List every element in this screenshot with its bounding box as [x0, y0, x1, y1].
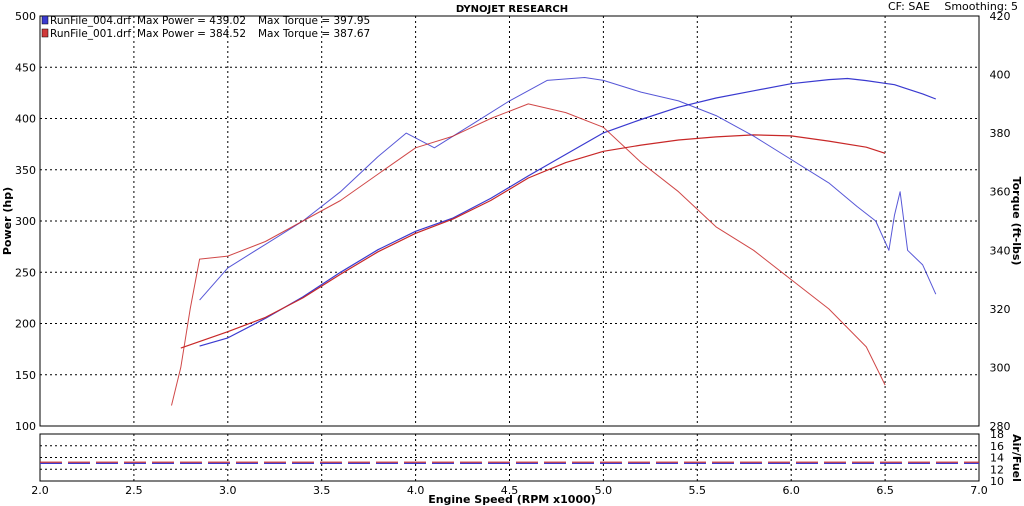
x-tick-label: 6.5 — [876, 484, 894, 497]
legend-power-run001: Max Power = 384.52 — [137, 28, 246, 40]
y-tick-label-torque: 400 — [990, 69, 1011, 82]
legend-swatch-run001 — [41, 28, 49, 38]
y-tick-label-power: 250 — [15, 266, 36, 279]
y-tick-label-afr: 18 — [990, 428, 1004, 441]
y-axis-label-torque: Torque (ft-lbs) — [1010, 177, 1023, 266]
smoothing-label: Smoothing: 5 — [944, 0, 1018, 13]
y-tick-label-power: 150 — [15, 369, 36, 382]
x-tick-label: 5.5 — [689, 484, 707, 497]
x-tick-label: 4.5 — [501, 484, 519, 497]
y-tick-label-torque: 340 — [990, 244, 1011, 257]
y-tick-label-power: 100 — [15, 420, 36, 433]
legend-power-run004: Max Power = 439.02 — [137, 15, 246, 27]
y-tick-label-power: 400 — [15, 113, 36, 126]
y-axis-label-afr: Air/Fuel — [1010, 434, 1023, 482]
y-tick-label-power: 500 — [15, 10, 36, 23]
x-tick-label: 3.5 — [313, 484, 331, 497]
series-line-power-runfile_004 — [199, 77, 937, 347]
legend: RunFile_004.drf Max Power = 439.02 Max T… — [41, 15, 370, 40]
y-tick-label-torque: 280 — [990, 420, 1011, 433]
y-tick-label-torque: 320 — [990, 303, 1011, 316]
legend-file-run004: RunFile_004.drf — [50, 15, 131, 27]
y-tick-label-torque: 380 — [990, 127, 1011, 140]
y-tick-label-power: 200 — [15, 318, 36, 331]
chart-title: DYNOJET RESEARCH — [456, 4, 568, 15]
cf-label: CF: SAE — [888, 0, 930, 13]
x-tick-label: 4.0 — [407, 484, 425, 497]
main-grid: 100 150 200 250 300 350 400 450 500 280 300 320 340 3… — [15, 10, 1011, 433]
y-tick-label-power: 450 — [15, 61, 36, 74]
afr-series — [40, 461, 979, 464]
main-series — [171, 77, 937, 406]
y-tick-label-torque: 360 — [990, 186, 1011, 199]
legend-swatch-run004 — [41, 15, 49, 25]
y-tick-label-afr: 10 — [990, 475, 1004, 488]
series-line-torque-runfile_001 — [171, 103, 886, 406]
y-tick-label-power: 350 — [15, 164, 36, 177]
x-axis-label: Engine Speed (RPM x1000) — [428, 493, 596, 506]
legend-torque-run004: Max Torque = 397.95 — [258, 15, 370, 27]
legend-file-run001: RunFile_001.drf — [50, 28, 131, 40]
y-tick-label-torque: 420 — [990, 10, 1011, 23]
x-tick-label: 2.5 — [125, 484, 143, 497]
x-tick-label: 7.0 — [970, 484, 988, 497]
x-tick-label: 2.0 — [31, 484, 49, 497]
y-tick-label-afr: 16 — [990, 440, 1004, 453]
y-tick-label-torque: 300 — [990, 361, 1011, 374]
y-tick-label-power: 300 — [15, 215, 36, 228]
x-tick-label: 3.0 — [219, 484, 237, 497]
y-axis-label-power: Power (hp) — [1, 187, 14, 255]
x-axis-ticks: 2.0 2.5 3.0 3.5 4.0 4.5 5.0 5.5 6.0 6.5 7.0 — [31, 484, 988, 497]
y-tick-label-afr: 14 — [990, 452, 1004, 465]
x-tick-label: 5.0 — [595, 484, 613, 497]
series-line-power-runfile_001 — [180, 134, 886, 349]
legend-torque-run001: Max Torque = 387.67 — [258, 28, 370, 40]
y-tick-label-afr: 12 — [990, 463, 1004, 476]
x-tick-label: 6.0 — [782, 484, 800, 497]
series-line-torque-runfile_004 — [199, 77, 937, 301]
